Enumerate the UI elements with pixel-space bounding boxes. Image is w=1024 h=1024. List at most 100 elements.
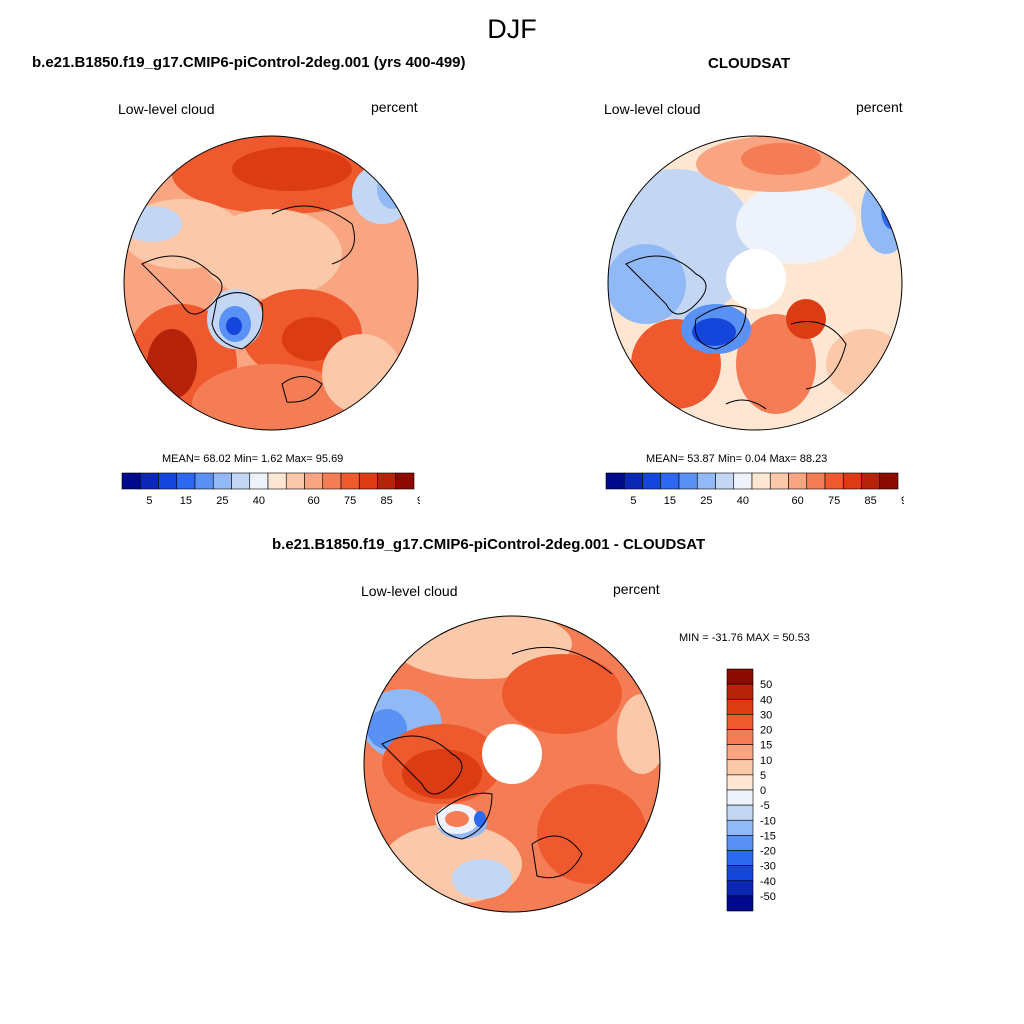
panel2-colorbar-box-3 bbox=[660, 472, 680, 490]
panel1-colorbar-label-1: 15 bbox=[180, 495, 192, 507]
panel3-colorbar-box-14 bbox=[726, 880, 754, 897]
panel3-colorbar-box-12 bbox=[726, 850, 754, 866]
panel3-missing-data-hole bbox=[482, 724, 542, 784]
panel3-colorbar-box-1 bbox=[726, 683, 754, 700]
panel2-colorbar-label-4: 60 bbox=[792, 495, 804, 507]
panel1-colorbar-label-5: 75 bbox=[344, 495, 356, 507]
panel1-colorbar-box-2 bbox=[158, 472, 178, 490]
panel3-colorbar-box-9 bbox=[726, 804, 754, 821]
panel1-colorbar-box-15 bbox=[395, 472, 415, 490]
panel3-colorbar-label-9: -10 bbox=[760, 815, 776, 827]
panel2-colorbar-labels: 5 15 25 40 60 75 85 95 bbox=[630, 495, 904, 507]
panel3-colorbar-box-7 bbox=[726, 774, 754, 791]
panel3-colorbar-label-13: -40 bbox=[760, 876, 776, 888]
panel1-units-label: percent bbox=[371, 99, 418, 115]
panel3-map-border bbox=[363, 615, 661, 913]
panel3-colorbar-box-2 bbox=[726, 698, 754, 715]
panel2-colorbar-box-10 bbox=[788, 472, 808, 490]
panel3-colorbar-label-12: -30 bbox=[760, 861, 776, 873]
panel3-colorbar-box-6 bbox=[726, 759, 754, 776]
panel2-colorbar-label-2: 25 bbox=[700, 495, 712, 507]
panel2-colorbar-box-9 bbox=[769, 472, 789, 490]
panel2-colorbar-box-7 bbox=[733, 472, 753, 490]
panel2-colorbar-boxes bbox=[605, 472, 899, 490]
panel3-colorbar-box-11 bbox=[726, 835, 754, 851]
panel2-polar-map bbox=[607, 135, 903, 431]
panel1-colorbar-box-10 bbox=[304, 472, 324, 490]
panel1-stats: MEAN= 68.02 Min= 1.62 Max= 95.69 bbox=[162, 453, 344, 465]
panel3-colorbar-box-3 bbox=[726, 714, 754, 730]
panel3-stats: MIN = -31.76 MAX = 50.53 bbox=[679, 632, 810, 644]
panel3-colorbar-label-2: 30 bbox=[760, 709, 772, 721]
panel3-colorbar-label-8: -5 bbox=[760, 800, 770, 812]
panel1-title: b.e21.B1850.f19_g17.CMIP6-piControl-2deg… bbox=[32, 54, 466, 71]
panel2-colorbar-box-13 bbox=[842, 472, 862, 490]
panel1-colorbar-label-2: 25 bbox=[216, 495, 228, 507]
panel1-polar-map bbox=[123, 135, 419, 431]
panel3-colorbar-box-4 bbox=[726, 729, 754, 745]
panel3-colorbar-label-1: 40 bbox=[760, 694, 772, 706]
panel3-colorbar-box-10 bbox=[726, 819, 754, 836]
panel2-colorbar-box-0 bbox=[605, 472, 625, 490]
panel3-title: b.e21.B1850.f19_g17.CMIP6-piControl-2deg… bbox=[272, 536, 706, 553]
panel3-colorbar-label-7: 0 bbox=[760, 785, 766, 797]
panel1-colorbar-boxes bbox=[121, 472, 415, 490]
panel2-colorbar-label-0: 5 bbox=[630, 495, 636, 507]
panel3-polar-map bbox=[363, 615, 661, 913]
panel1-colorbar-box-4 bbox=[194, 472, 214, 490]
page-title: DJF bbox=[487, 14, 537, 44]
panel2-colorbar-label-1: 15 bbox=[664, 495, 676, 507]
panel3-colorbar-label-4: 15 bbox=[760, 740, 772, 752]
panel1-colorbar-label-0: 5 bbox=[146, 495, 152, 507]
panel1-colorbar-box-14 bbox=[377, 472, 397, 490]
panel3-colorbar-boxes bbox=[726, 668, 754, 912]
panel2-colorbar-box-8 bbox=[751, 472, 771, 490]
panel2-missing-data-hole bbox=[726, 249, 786, 309]
panel2-colorbar-box-4 bbox=[678, 472, 698, 490]
panel3-units-label: percent bbox=[613, 581, 660, 597]
panel1-colorbar-box-6 bbox=[231, 472, 251, 490]
panel1-colorbar-label-6: 85 bbox=[381, 495, 393, 507]
panel1-colorbar-labels: 5 15 25 40 60 75 85 95 bbox=[146, 495, 420, 507]
panel3-colorbar-label-6: 5 bbox=[760, 770, 766, 782]
panel3-colorbar-label-14: -50 bbox=[760, 891, 776, 903]
panel2-colorbar-box-5 bbox=[696, 472, 716, 490]
panel3-colorbar-label-3: 20 bbox=[760, 725, 772, 737]
panel1-colorbar-box-8 bbox=[267, 472, 287, 490]
panel1-colorbar-label-4: 60 bbox=[308, 495, 320, 507]
panel2-colorbar-box-2 bbox=[642, 472, 662, 490]
panel3-colorbar-label-0: 50 bbox=[760, 679, 772, 691]
panel1-colorbar: 5 15 25 40 60 75 85 95 bbox=[121, 472, 420, 507]
panel2-colorbar-box-12 bbox=[824, 472, 844, 490]
panel1-colorbar-box-5 bbox=[212, 472, 232, 490]
panel2-variable-label: Low-level cloud bbox=[604, 101, 701, 117]
panel2-map-border bbox=[607, 135, 903, 431]
panel1-colorbar-box-11 bbox=[322, 472, 342, 490]
panel3-colorbar-box-0 bbox=[726, 668, 754, 685]
panel1-colorbar-box-1 bbox=[139, 472, 159, 490]
panel3-colorbar-box-5 bbox=[726, 744, 754, 761]
panel1-colorbar-label-7: 95 bbox=[417, 495, 420, 507]
panel2-colorbar-box-6 bbox=[715, 472, 735, 490]
panel3-colorbar-box-13 bbox=[726, 865, 754, 882]
panel1-colorbar-box-13 bbox=[358, 472, 378, 490]
panel2-colorbar-box-1 bbox=[623, 472, 643, 490]
panel1-colorbar-box-7 bbox=[249, 472, 269, 490]
panel2-colorbar: 5 15 25 40 60 75 85 95 bbox=[605, 472, 904, 507]
panel2-colorbar-label-7: 95 bbox=[901, 495, 904, 507]
panel2-colorbar-label-3: 40 bbox=[737, 495, 749, 507]
panel2-colorbar-box-11 bbox=[806, 472, 826, 490]
panel1-colorbar-box-3 bbox=[176, 472, 196, 490]
panel3-variable-label: Low-level cloud bbox=[361, 583, 458, 599]
panel2-units-label: percent bbox=[856, 99, 903, 115]
panel3-colorbar-box-15 bbox=[726, 895, 754, 912]
panel1-colorbar-box-12 bbox=[340, 472, 360, 490]
panel3-colorbar-label-11: -20 bbox=[760, 846, 776, 858]
panel3-colorbar-label-5: 10 bbox=[760, 755, 772, 767]
panel2-colorbar-box-15 bbox=[879, 472, 899, 490]
panel1-colorbar-box-9 bbox=[285, 472, 305, 490]
panel1-colorbar-box-0 bbox=[121, 472, 141, 490]
panel3-colorbar-box-8 bbox=[726, 789, 754, 806]
panel1-map-border bbox=[123, 135, 419, 431]
